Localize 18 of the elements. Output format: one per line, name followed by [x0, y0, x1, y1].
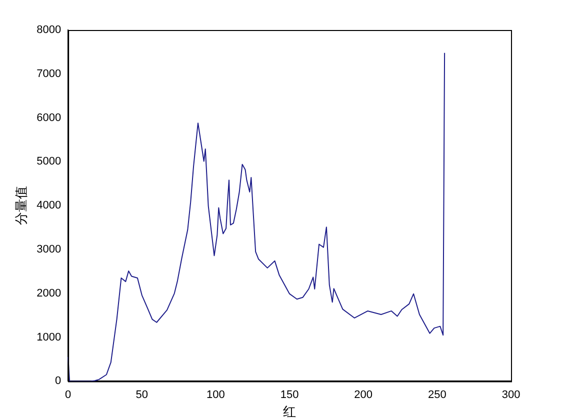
y-tick-label: 3000: [36, 244, 62, 256]
y-tick-label: 4000: [36, 200, 62, 212]
y-tick-label: 2000: [36, 287, 62, 300]
y-tick-label: 1000: [36, 331, 62, 344]
x-tick-label: 0: [65, 388, 72, 401]
x-tick-label: 100: [206, 388, 225, 401]
y-tick-label: 8000: [36, 24, 62, 36]
y-tick-label: 7000: [36, 68, 62, 80]
y-tick-label: 6000: [36, 112, 62, 124]
x-tick-label: 50: [136, 388, 148, 401]
y-tick-label: 0: [54, 375, 62, 388]
x-tick-label: 200: [354, 388, 373, 401]
y-tick-label: 5000: [36, 156, 62, 168]
x-tick-label: 300: [502, 388, 520, 401]
x-tick-label: 250: [428, 388, 446, 401]
x-tick-label: 150: [280, 388, 299, 401]
x-axis-title: 红: [283, 404, 296, 419]
y-axis-title: 分量值: [13, 186, 28, 226]
